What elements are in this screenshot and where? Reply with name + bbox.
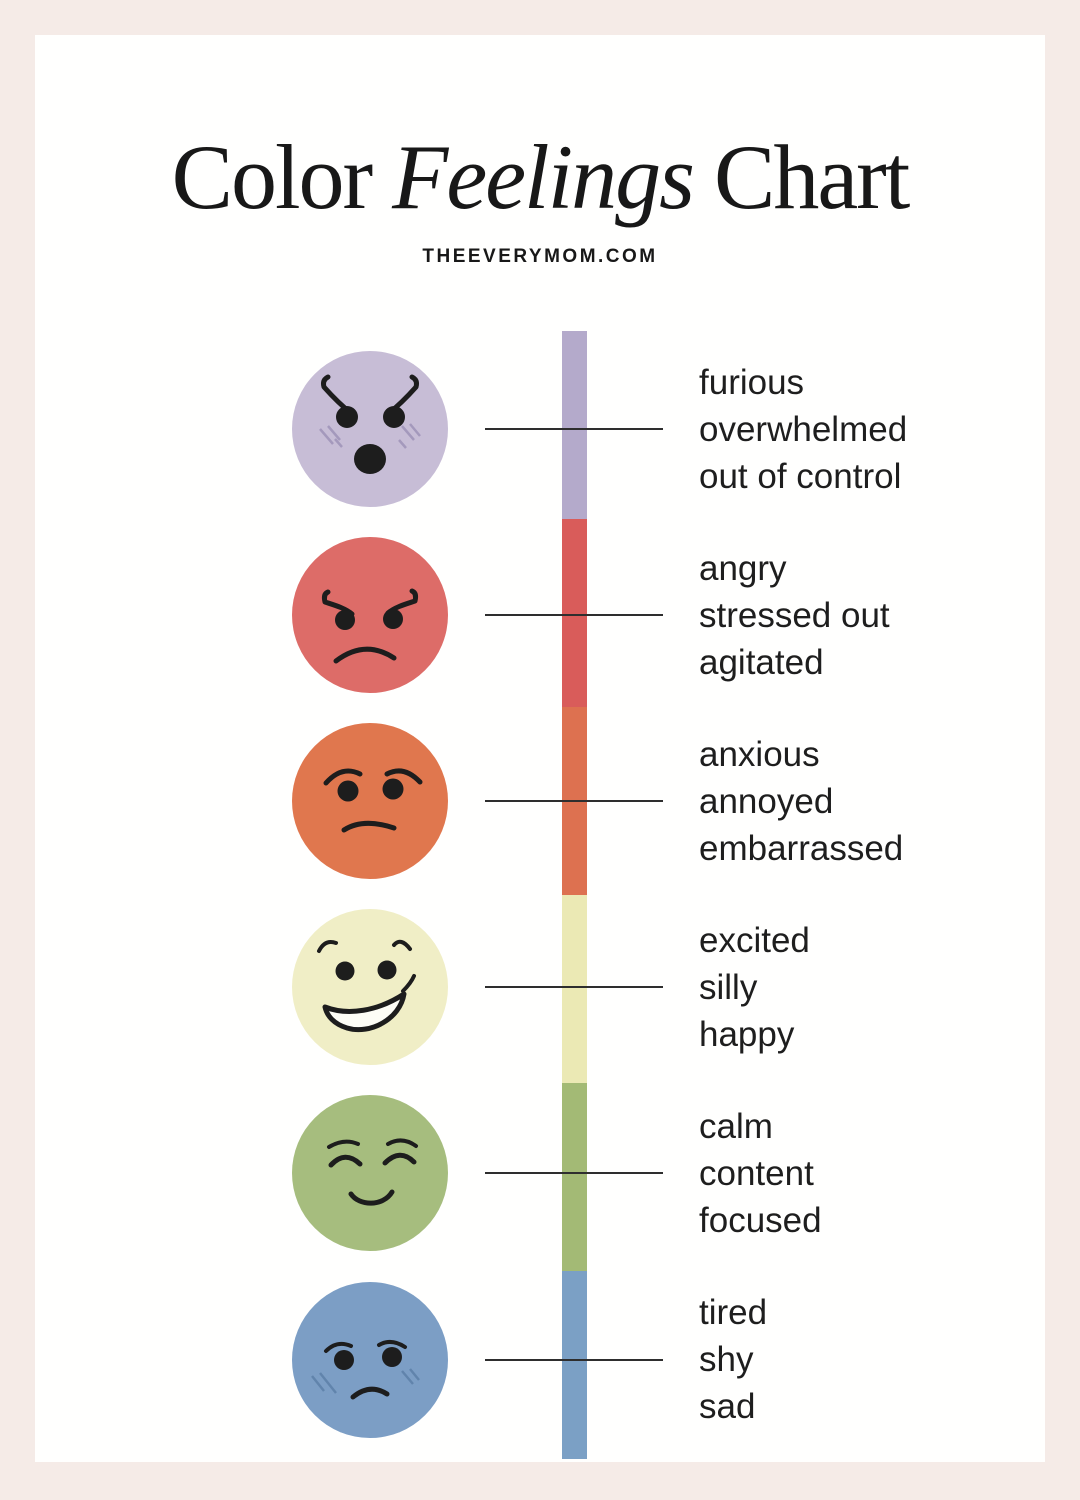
connector-line (485, 986, 663, 988)
page-title: Color Feelings Chart (35, 131, 1045, 223)
emotion-labels-sad: tired shy sad (699, 1289, 1079, 1430)
angry-face-icon (292, 537, 448, 693)
connector-line (485, 614, 663, 616)
bar-segment-angry (562, 519, 587, 707)
face-base (292, 723, 448, 879)
connector-line (485, 1359, 663, 1361)
emotion-labels-angry: angry stressed out agitated (699, 545, 1079, 686)
title-part-1: Color (171, 126, 374, 228)
title-part-3: Chart (713, 126, 910, 228)
emotion-label: sad (699, 1387, 756, 1426)
emotion-label: furious (699, 363, 805, 402)
emotion-label: happy (699, 1015, 795, 1054)
excited-face-icon (292, 909, 448, 1065)
connector-line (485, 1172, 663, 1174)
face-base (292, 1095, 448, 1251)
emotion-label: angry (699, 549, 787, 588)
emotion-label: content (699, 1154, 814, 1193)
color-scale-bar (562, 331, 587, 1459)
sad-face-icon (292, 1282, 448, 1438)
emotion-labels-anxious: anxious annoyed embarrassed (699, 731, 1079, 872)
calm-face-icon (292, 1095, 448, 1251)
poster-card: Color Feelings Chart THEEVERYMOM.COM (35, 35, 1045, 1462)
emotion-label: anxious (699, 735, 820, 774)
emotion-label: tired (699, 1293, 768, 1332)
bar-segment-excited (562, 895, 587, 1083)
emotion-label: calm (699, 1107, 773, 1146)
face-base (292, 1282, 448, 1438)
emotion-labels-excited: excited silly happy (699, 917, 1079, 1058)
emotion-label: shy (699, 1340, 754, 1379)
face-base (292, 537, 448, 693)
bar-segment-furious (562, 331, 587, 519)
furious-face-icon (292, 351, 448, 507)
site-credit: THEEVERYMOM.COM (422, 246, 658, 267)
emotion-label: overwhelmed (699, 410, 908, 449)
anxious-face-icon (292, 723, 448, 879)
emotion-label: agitated (699, 643, 824, 682)
face-base (292, 351, 448, 507)
emotion-label: silly (699, 968, 758, 1007)
emotion-label: focused (699, 1201, 822, 1240)
bar-segment-sad (562, 1271, 587, 1459)
emotion-label: out of control (699, 457, 902, 496)
emotion-labels-calm: calm content focused (699, 1103, 1079, 1244)
bar-segment-calm (562, 1083, 587, 1271)
connector-line (485, 428, 663, 430)
connector-line (485, 800, 663, 802)
emotion-label: embarrassed (699, 829, 904, 868)
title-part-italic: Feelings (392, 126, 695, 228)
face-base (292, 909, 448, 1065)
emotion-label: stressed out (699, 596, 890, 635)
emotion-label: annoyed (699, 782, 834, 821)
emotion-label: excited (699, 921, 810, 960)
emotion-labels-furious: furious overwhelmed out of control (699, 359, 1079, 500)
